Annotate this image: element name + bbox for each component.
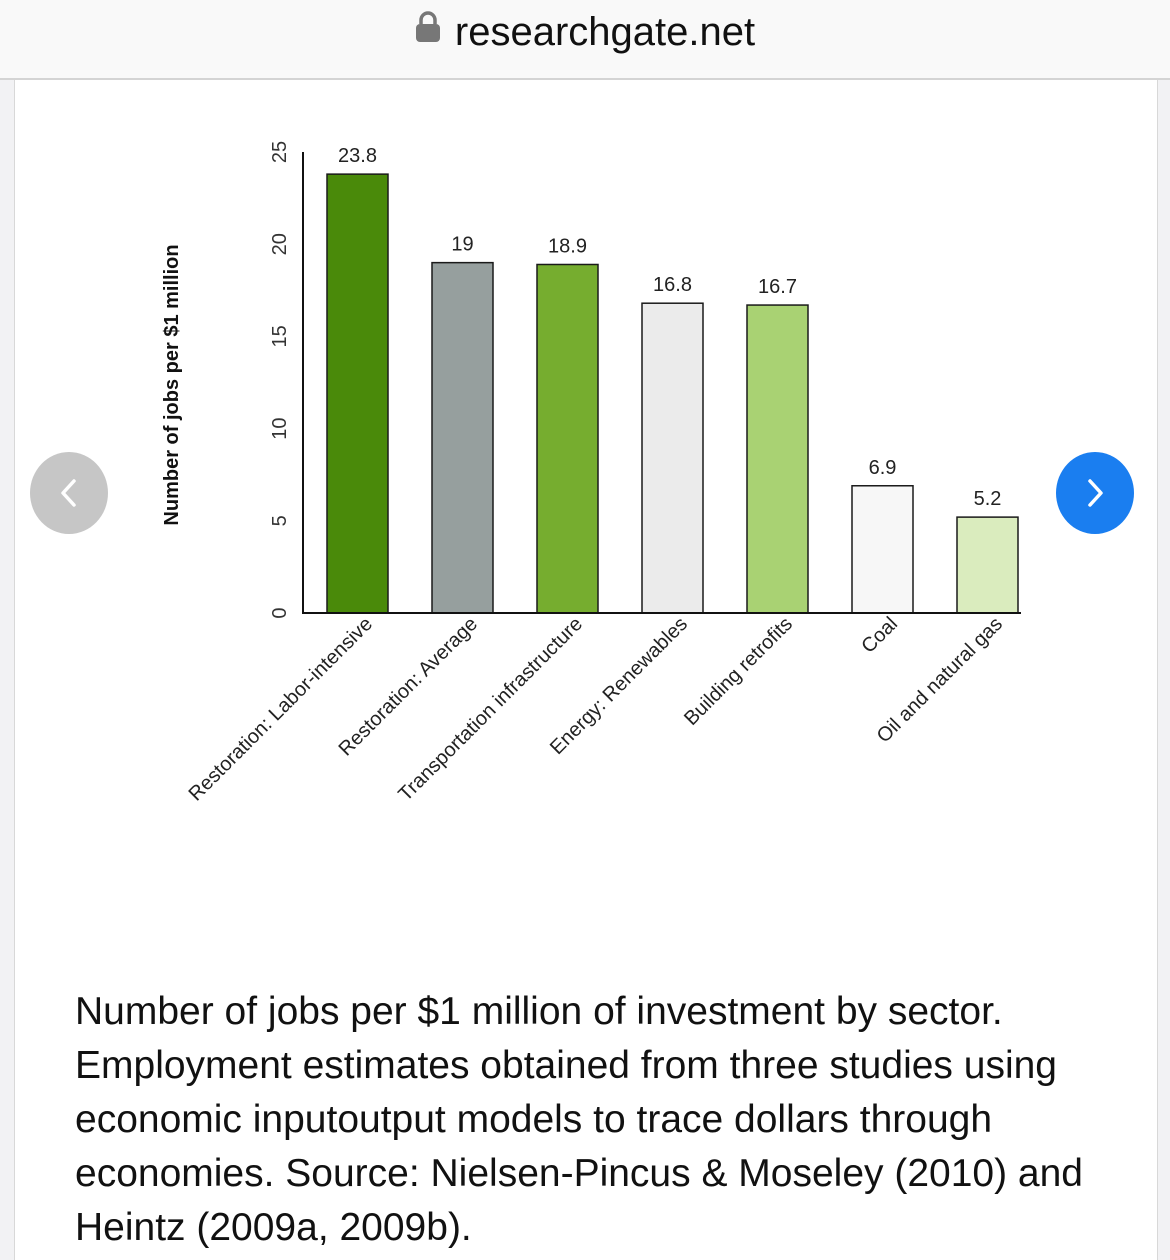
- browser-address-bar[interactable]: researchgate.net: [0, 0, 1170, 80]
- y-axis-label: Number of jobs per $1 million: [161, 244, 183, 525]
- bar: [746, 304, 809, 614]
- bar: [326, 173, 389, 614]
- lock-icon: [415, 6, 441, 54]
- bar: [851, 485, 914, 614]
- bar-value-label: 16.7: [758, 276, 797, 298]
- chevron-right-icon: [1088, 479, 1103, 507]
- previous-figure-button[interactable]: [30, 452, 108, 534]
- bar-value-label: 18.9: [548, 235, 587, 257]
- figure-card: Number of jobs per $1 million 0 5 10 15 20 25…: [14, 80, 1158, 1260]
- bar-value-label: 23.8: [338, 145, 377, 167]
- next-figure-button[interactable]: [1056, 452, 1134, 534]
- x-category-label: Restoration: Labor-intensive: [185, 613, 377, 805]
- y-tick-label: 20: [269, 233, 291, 255]
- bar: [536, 263, 599, 614]
- bar-value-label: 5.2: [974, 488, 1002, 510]
- figure-caption: Number of jobs per $1 million of investm…: [75, 990, 1084, 1249]
- chevron-left-icon: [61, 479, 76, 507]
- url-display[interactable]: researchgate.net: [0, 8, 1170, 58]
- y-tick-label: 25: [269, 141, 291, 163]
- y-tick-label: 10: [269, 417, 291, 439]
- bar: [641, 302, 704, 614]
- x-category-label: Building retrofits: [680, 613, 797, 730]
- y-tick-label: 5: [269, 515, 291, 526]
- y-tick-label: 0: [269, 607, 291, 618]
- y-tick-label: 15: [269, 325, 291, 347]
- x-category-label: Coal: [857, 613, 902, 658]
- url-text: researchgate.net: [454, 10, 756, 54]
- bar-value-label: 19: [451, 234, 473, 256]
- bar-value-label: 16.8: [653, 274, 692, 296]
- bar: [431, 261, 494, 614]
- bar-value-label: 6.9: [869, 457, 897, 479]
- bar-chart: Number of jobs per $1 million 0 5 10 15 20 25…: [161, 141, 1021, 806]
- x-category-label: Transportation infrastructure: [394, 613, 587, 806]
- bar: [956, 516, 1019, 614]
